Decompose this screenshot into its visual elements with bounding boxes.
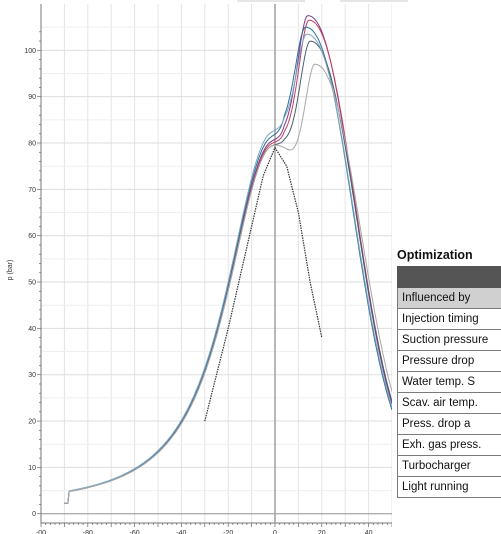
x-tick-label: -80	[83, 530, 93, 534]
table-cell: Injection timing	[397, 308, 501, 330]
table-cell	[397, 266, 501, 288]
pressure-series-line	[64, 63, 392, 504]
table-cell: Turbocharger	[397, 455, 501, 477]
y-tick-label: 10	[28, 465, 36, 472]
y-tick-label: 50	[28, 280, 36, 287]
x-tick-label: -60	[130, 530, 140, 534]
y-tick-label: 40	[28, 326, 36, 333]
table-row[interactable]: Suction pressure	[397, 329, 501, 351]
table-cell: Suction pressure	[397, 329, 501, 351]
table-row[interactable]: Influenced by	[397, 287, 501, 309]
top-tab[interactable]	[237, 0, 305, 2]
table-cell: Pressure drop	[397, 350, 501, 372]
table-row[interactable]: Press. drop a	[397, 413, 501, 435]
x-tick-label: -00	[36, 530, 46, 534]
compression-series-line	[204, 146, 323, 422]
table-cell: Scav. air temp.	[397, 392, 501, 414]
table-cell: Water temp. S	[397, 371, 501, 393]
table-row[interactable]: Exh. gas press.	[397, 434, 501, 456]
panel-title: Optimization	[397, 248, 473, 262]
top-tab[interactable]	[340, 0, 408, 2]
y-tick-label: 30	[28, 372, 36, 379]
table-cell: Press. drop a	[397, 413, 501, 435]
y-tick-label: 20	[28, 419, 36, 426]
y-tick-label: 60	[28, 233, 36, 240]
y-tick-labels: 0 10 20 30 40 50 60 70 80 90 100	[24, 48, 36, 518]
table-row[interactable]: Water temp. S	[397, 371, 501, 393]
table-row[interactable]: Injection timing	[397, 308, 501, 330]
x-tick-label: 0	[273, 530, 277, 534]
chart-series	[64, 15, 392, 504]
y-tick-label: 100	[24, 48, 36, 55]
y-tick-label: 70	[28, 187, 36, 194]
x-tick-label: -20	[223, 530, 233, 534]
table-cell: Influenced by	[397, 287, 501, 309]
x-tick-label: -40	[176, 530, 186, 534]
y-tick-label: 80	[28, 141, 36, 148]
chart-axes	[37, 4, 392, 527]
table-cell: Exh. gas press.	[397, 434, 501, 456]
x-tick-label: 40	[365, 530, 373, 534]
y-axis-label: p (bar)	[7, 260, 14, 281]
table-row[interactable]: Turbocharger	[397, 455, 501, 477]
table-header-row	[397, 266, 501, 288]
table-row[interactable]: Scav. air temp.	[397, 392, 501, 414]
x-tick-labels: -00 -80 -60 -40 -20 0 20 40	[36, 530, 373, 534]
table-row[interactable]: Light running	[397, 476, 501, 498]
chart-grid	[40, 4, 392, 523]
pressure-chart: -00 -80 -60 -40 -20 0 20 40 0 10 20 30 40 50 60 70 80 90…	[7, 4, 392, 534]
x-tick-label: 20	[318, 530, 326, 534]
optimization-table: Influenced by Injection timing Suction pre…	[397, 266, 501, 498]
optimization-panel: Optimization Influenced by Injection timi…	[397, 244, 501, 498]
y-tick-label: 0	[32, 511, 36, 518]
pressure-series-line	[64, 33, 392, 504]
table-row[interactable]: Pressure drop	[397, 350, 501, 372]
y-tick-label: 90	[28, 94, 36, 101]
table-cell: Light running	[397, 476, 501, 498]
